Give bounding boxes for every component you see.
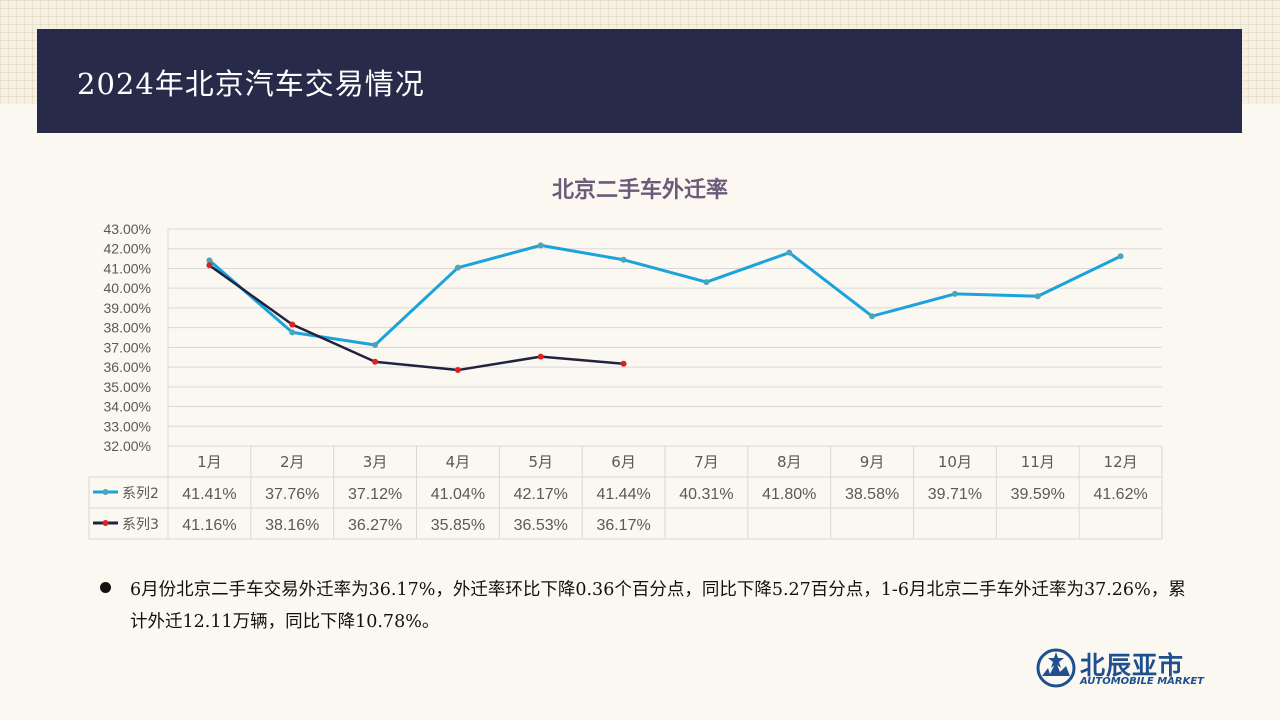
data-point: [454, 367, 461, 374]
table-cell-value: 41.41%: [182, 486, 236, 503]
data-point: [372, 341, 379, 348]
table-cell-value: 38.16%: [265, 517, 319, 534]
table-cell-value: 38.58%: [845, 486, 899, 503]
data-point: [620, 256, 627, 263]
summary-text: 6月份北京二手车交易外迁率为36.17%，外迁率环比下降0.36个百分点，同比下…: [130, 580, 1186, 632]
x-tick-label: 12月: [1104, 453, 1138, 471]
table-cell-value: 36.53%: [514, 517, 568, 534]
data-point: [1034, 293, 1041, 300]
table-cell-value: 41.04%: [431, 486, 485, 503]
data-point: [289, 329, 296, 336]
x-tick-label: 2月: [280, 453, 305, 471]
data-point: [206, 257, 213, 264]
table-cell-value: 42.17%: [514, 486, 568, 503]
page-title: 2024年北京汽车交易情况: [77, 67, 425, 101]
data-point: [537, 353, 544, 360]
x-tick-label: 7月: [694, 453, 719, 471]
logo-name: 北辰亚市: [1080, 651, 1185, 680]
table-cell-value: 39.59%: [1011, 486, 1065, 503]
logo-subtitle: AUTOMOBILE MARKET: [1080, 676, 1205, 687]
y-tick-label: 41.00%: [104, 260, 151, 276]
series-line: [208, 243, 1122, 347]
data-point: [289, 321, 296, 328]
series-line: [208, 264, 624, 372]
table-cell-value: 36.17%: [596, 517, 650, 534]
x-tick-label: 11月: [1021, 453, 1055, 471]
y-tick-label: 33.00%: [104, 418, 151, 434]
table-cell-value: 41.62%: [1093, 486, 1147, 503]
table-cell-value: 36.27%: [348, 517, 402, 534]
chart-title: 北京二手车外迁率: [551, 178, 728, 203]
legend-swatch-marker: [102, 520, 109, 526]
x-tick-label: 8月: [777, 453, 802, 471]
y-tick-label: 39.00%: [104, 300, 151, 316]
y-tick-label: 32.00%: [104, 438, 151, 454]
x-tick-label: 3月: [363, 453, 388, 471]
y-tick-label: 38.00%: [104, 320, 151, 336]
x-tick-label: 5月: [528, 453, 553, 471]
globe-star-icon: [1036, 648, 1076, 688]
y-tick-label: 37.00%: [104, 339, 151, 355]
data-point: [703, 279, 710, 286]
y-tick-label: 34.00%: [104, 399, 151, 415]
x-tick-label: 1月: [197, 453, 222, 471]
table-cell-value: 40.31%: [679, 486, 733, 503]
bullet-dot: [100, 582, 111, 593]
table-cell-value: 41.44%: [596, 486, 650, 503]
company-logo: 北辰亚市 AUTOMOBILE MARKET: [1036, 646, 1216, 692]
data-point: [1117, 253, 1124, 260]
data-point: [620, 360, 627, 367]
legend-swatch-marker: [102, 489, 109, 495]
y-tick-label: 43.00%: [104, 221, 151, 237]
data-point: [454, 264, 461, 271]
data-point: [206, 262, 213, 269]
y-tick-label: 35.00%: [104, 379, 151, 395]
data-point: [786, 249, 793, 256]
table-cell-value: 37.12%: [348, 486, 402, 503]
line-chart: 43.00% 42.00% 41.00% 40.00% 39.00% 38.00% 37.0…: [88, 221, 1163, 540]
legend-label: 系列2: [122, 486, 159, 502]
data-point: [537, 242, 544, 249]
data-point: [869, 313, 876, 320]
data-point: [372, 358, 379, 365]
table-cell-value: 35.85%: [431, 517, 485, 534]
table-cell-value: 41.16%: [182, 517, 236, 534]
table-cell-value: 39.71%: [928, 486, 982, 503]
legend-label: 系列3: [122, 517, 159, 533]
y-tick-label: 42.00%: [104, 241, 151, 257]
y-tick-label: 40.00%: [104, 280, 151, 296]
title-bar: 2024年北京汽车交易情况: [37, 29, 1242, 133]
table-cell-value: 41.80%: [762, 486, 816, 503]
data-point: [951, 290, 958, 297]
x-tick-label: 9月: [860, 453, 885, 471]
y-tick-label: 36.00%: [104, 359, 151, 375]
x-tick-label: 4月: [446, 453, 471, 471]
table-cell-value: 37.76%: [265, 486, 319, 503]
x-tick-label: 10月: [938, 453, 972, 471]
x-tick-label: 6月: [611, 453, 636, 471]
